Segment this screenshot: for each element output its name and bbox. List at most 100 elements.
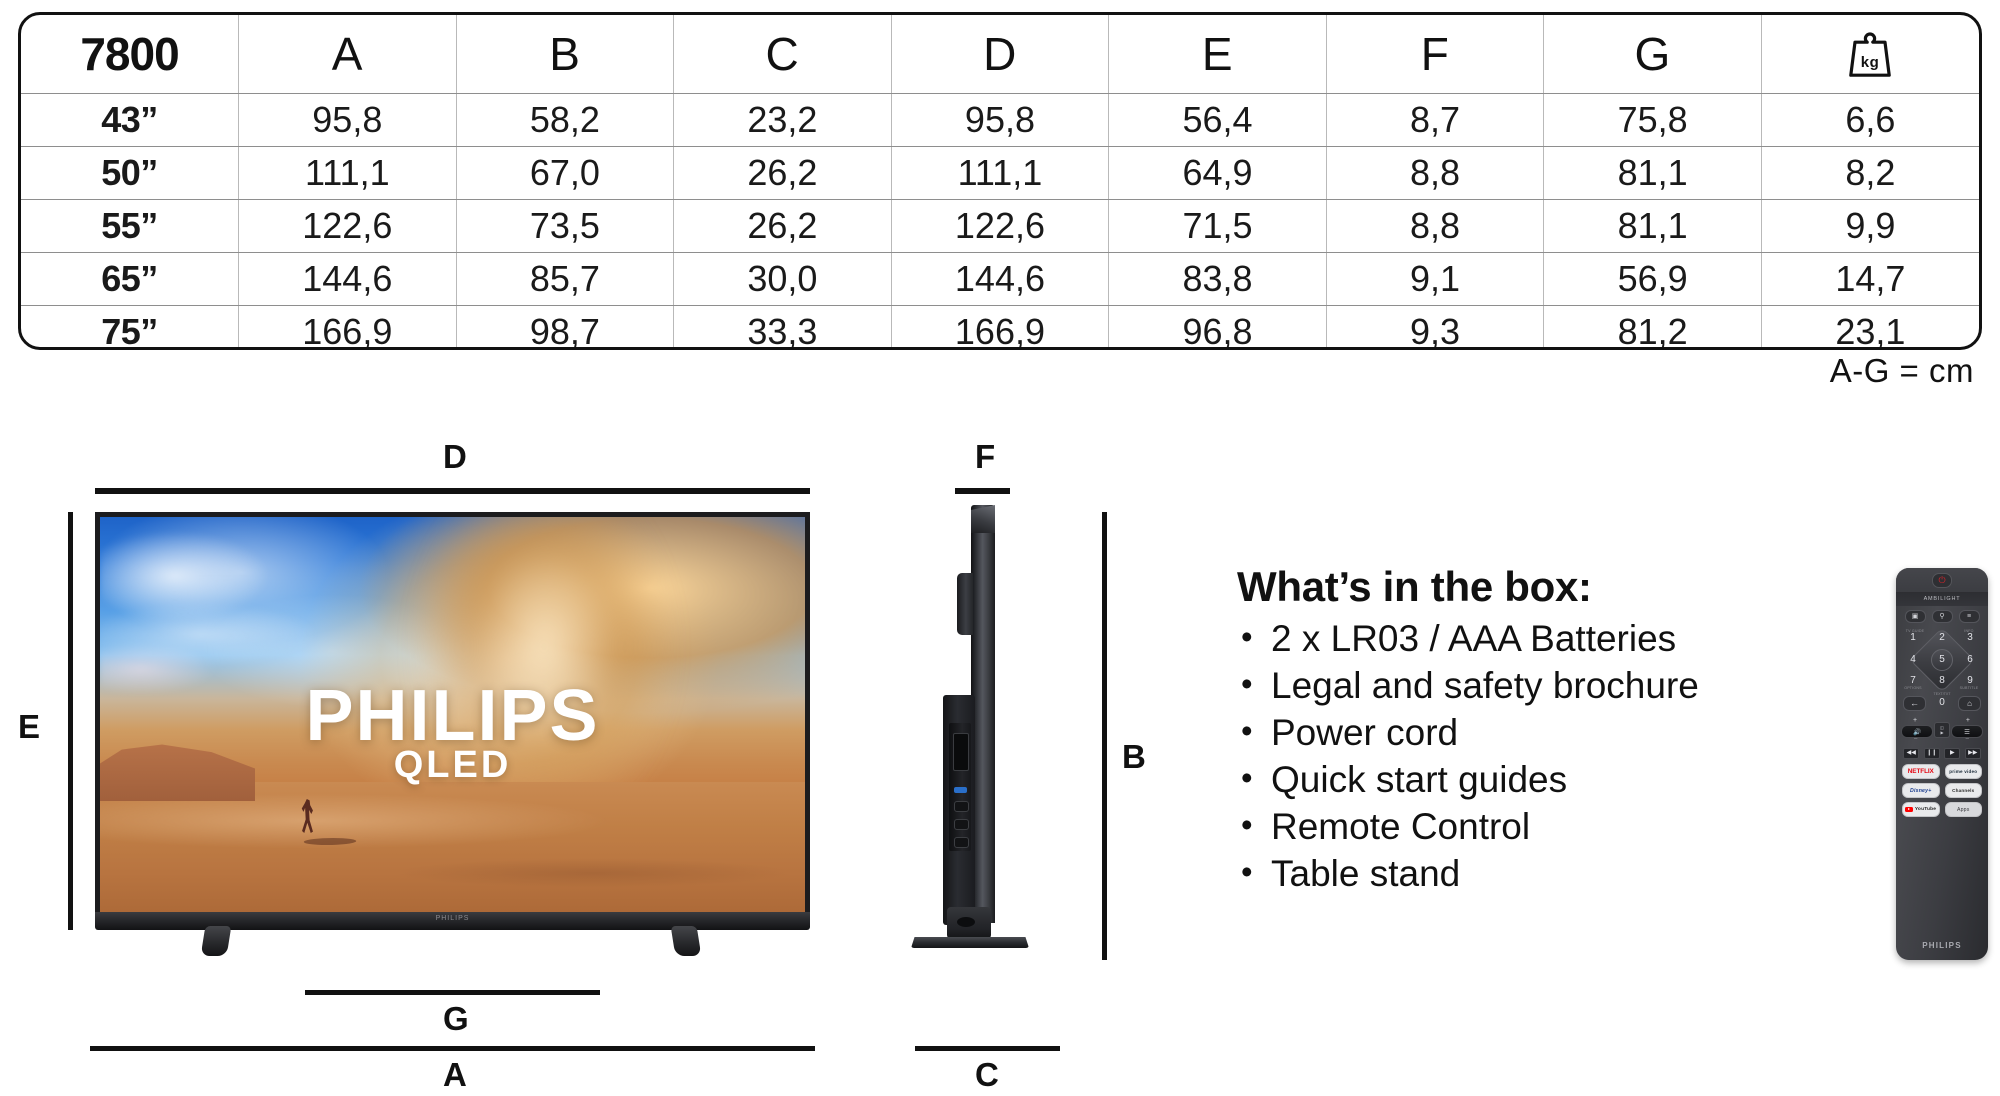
ci-slot-port [953,733,969,771]
search-icon[interactable]: ⚲ [1931,610,1953,623]
cell-f: 8,8 [1326,199,1545,253]
list-item: Quick start guides [1237,754,1797,803]
cell-c: 30,0 [673,252,892,306]
key-0-sublabel: TEXT/TXT [1933,692,1951,696]
cell-g: 81,2 [1543,305,1762,347]
table-row: 75” 166,9 98,7 33,3 166,9 96,8 9,3 81,2 … [21,305,1979,350]
table-header-b: B [456,15,675,94]
remote-nav-row: ← TEXT/TXT 0 ⌂ [1896,692,1988,716]
source-icon[interactable]: ▣ [1904,610,1926,623]
cell-d: 122,6 [891,199,1110,253]
table-header-g: G [1543,15,1762,94]
dim-line-b [1102,512,1107,960]
table-header-f: F [1326,15,1545,94]
volume-icon: 🔊 [1912,728,1922,736]
cell-b: 85,7 [456,252,675,306]
key-1-sublabel: TV GUIDE [1905,629,1925,633]
table-row: 65” 144,6 85,7 30,0 144,6 83,8 9,1 56,9 … [21,252,1979,306]
screen-brand-philips: PHILIPS [305,676,600,756]
cell-g: 81,1 [1543,199,1762,253]
remote-icon-row: ▣ ⚲ ≡ [1896,610,1988,623]
power-button[interactable]: ⏻ [1932,573,1952,588]
tv-bottom-bezel: PHILIPS [95,912,810,930]
dimensions-table: 7800 A B C D E F G kg [18,12,1982,350]
volume-minus[interactable]: – [1914,736,1918,742]
apps-button[interactable]: Apps [1944,802,1982,817]
netflix-button[interactable]: NETFLIX [1902,764,1940,779]
row-size: 75” [21,305,240,347]
pause-icon[interactable]: ❙❙ [1923,747,1940,759]
rewind-icon[interactable]: ◀◀ [1903,747,1920,759]
cell-weight: 14,7 [1761,252,1979,306]
volume-plus[interactable]: + [1913,717,1918,724]
remote-rockers: + – 🔊 ◫ ▶ + – ☰ [1896,717,1988,742]
settings-icon[interactable]: ≡ [1958,610,1980,623]
cell-f: 8,7 [1326,93,1545,147]
key-1[interactable]: 1 [1910,632,1916,643]
remote-brand-philips: PHILIPS [1922,941,1962,950]
key-4[interactable]: 4 [1910,654,1916,665]
mute-play-icon[interactable]: ◫ ▶ [1934,722,1950,738]
hdmi-port-2 [954,819,969,830]
side-panel-top-edge [971,505,995,533]
cell-weight: 23,1 [1835,311,1906,350]
cell-a: 166,9 [238,305,457,347]
key-0[interactable]: 0 [1939,697,1945,708]
side-upper-bulge [957,573,973,635]
cell-b: 98,7 [456,305,675,347]
key-7-sublabel: OPTIONS [1904,686,1922,690]
list-item: 2 x LR03 / AAA Batteries [1237,613,1797,662]
numeric-keypad: TV GUIDE 1 2 INFO 3 4 5 6 7 OPTIONS 8 9 … [1902,627,1982,693]
youtube-label: YouTube [1914,807,1937,812]
remote-control: ⏻ AMBILIGHT ▣ ⚲ ≡ TV GUIDE 1 2 INFO 3 4 … [1896,568,1988,960]
cell-g: 81,1 [1543,146,1762,200]
volume-rocker[interactable]: 🔊 [1901,725,1933,738]
tv-screen: PHILIPS QLED [95,512,810,912]
cell-weight: 9,9 [1761,199,1979,253]
list-item: Remote Control [1237,801,1797,850]
youtube-play-icon [1905,806,1914,813]
channels-button[interactable]: Channels [1944,783,1982,798]
play-icon[interactable]: ▶ [1944,747,1961,759]
side-stand-base [911,937,1029,948]
cell-e: 71,5 [1108,199,1327,253]
mute-glyph: ◫ [1940,725,1944,730]
channel-plus[interactable]: + [1965,717,1970,724]
prime-video-button[interactable]: prime video [1944,764,1982,779]
sky-clouds [100,517,439,762]
table-header-c: C [673,15,892,94]
svg-text:kg: kg [1861,54,1880,71]
key-9[interactable]: 9 [1967,675,1973,686]
hdmi-port-3 [954,837,969,848]
ambilight-button[interactable]: AMBILIGHT [1896,592,1988,606]
cell-e: 64,9 [1108,146,1327,200]
key-5[interactable]: 5 [1939,654,1945,665]
key-9-sublabel: SUBTITLE [1959,686,1979,690]
hdmi-port-1 [954,801,969,812]
cell-f: 9,1 [1326,252,1545,306]
table-header-model: 7800 [21,15,240,94]
home-icon[interactable]: ⌂ [1958,696,1981,711]
dim-label-b: B [1122,738,1146,775]
channel-rocker[interactable]: ☰ [1951,725,1983,738]
channel-minus[interactable]: – [1965,736,1969,742]
cell-a: 144,6 [238,252,457,306]
key-6[interactable]: 6 [1967,654,1973,665]
key-7[interactable]: 7 [1910,675,1916,686]
box-contents-title: What’s in the box: [1237,563,1592,610]
dim-label-g: G [443,1000,469,1037]
back-arrow-icon[interactable]: ← [1903,696,1926,711]
youtube-button[interactable]: YouTube [1902,802,1940,817]
ok-button[interactable] [1931,649,1953,671]
fast-forward-icon[interactable]: ▶▶ [1964,747,1981,759]
cell-a: 95,8 [238,93,457,147]
cell-d: 166,9 [891,305,1110,347]
desert-ground [100,781,805,912]
key-8[interactable]: 8 [1939,675,1945,686]
key-2[interactable]: 2 [1939,632,1945,643]
disney-plus-button[interactable]: Disney+ [1902,783,1940,798]
row-size: 65” [21,252,240,306]
cell-e: 96,8 [1108,305,1327,347]
bezel-brand-mark: PHILIPS [435,915,470,922]
key-3[interactable]: 3 [1967,632,1973,643]
